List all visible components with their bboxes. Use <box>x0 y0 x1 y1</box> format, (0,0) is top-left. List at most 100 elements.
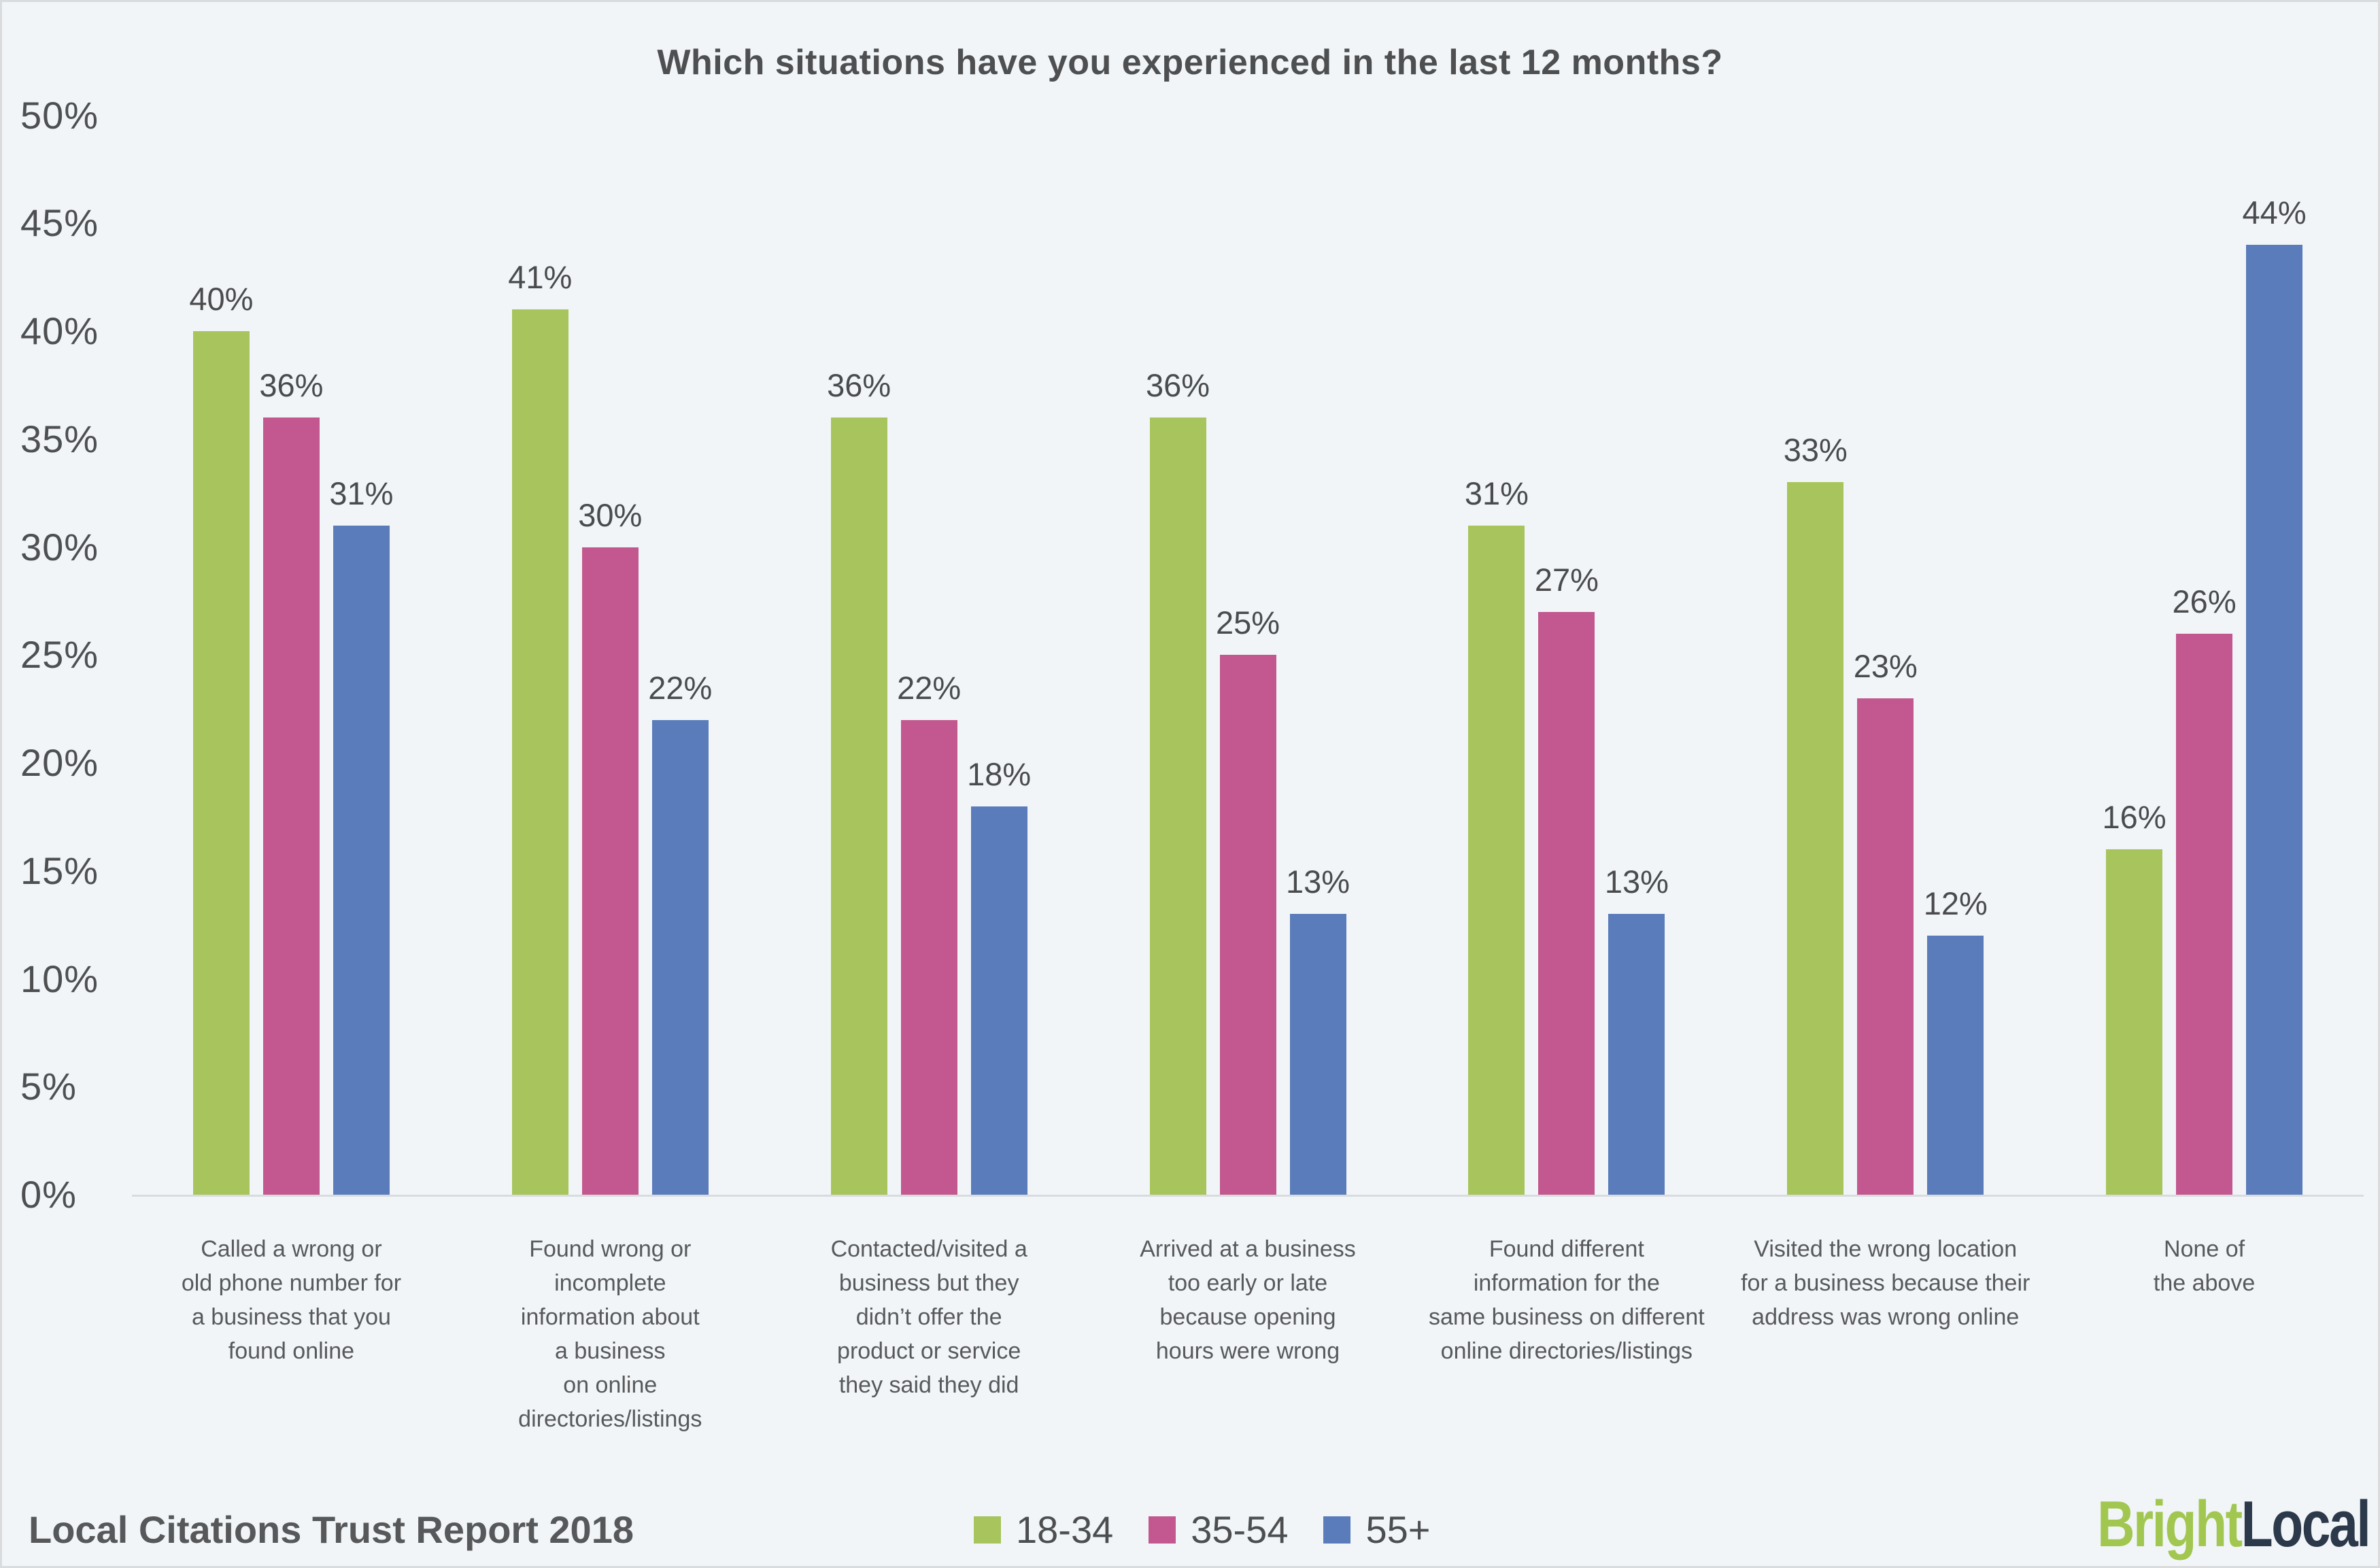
bar-with-label: 40% <box>189 283 253 1195</box>
y-axis-tick: 10% <box>20 957 99 1000</box>
bar-with-label: 27% <box>1535 564 1599 1195</box>
legend-label: 35-54 <box>1191 1508 1289 1551</box>
bar-55+ <box>1927 936 1984 1195</box>
bar-group: 36% 25% 13% <box>1089 0 1408 1195</box>
bar-with-label: 23% <box>1854 650 1918 1195</box>
bar-55+ <box>333 525 390 1195</box>
bar-group: 16% 26% 44% <box>2045 0 2364 1195</box>
bar-group: 40% 36% 31% <box>132 0 451 1195</box>
value-label: 33% <box>1783 432 1848 468</box>
y-axis-tick: 5% <box>20 1065 77 1108</box>
value-label: 27% <box>1534 561 1599 598</box>
value-label: 36% <box>827 367 891 403</box>
value-label: 13% <box>1285 864 1350 900</box>
bar-35-54 <box>581 547 639 1195</box>
bar-with-label: 16% <box>2103 801 2166 1195</box>
bar-18-34 <box>511 309 568 1195</box>
bar-18-34 <box>2106 849 2163 1195</box>
bar-with-label: 13% <box>1605 866 1669 1195</box>
bar-with-label: 26% <box>2173 585 2237 1195</box>
bar-with-label: 12% <box>1924 887 1988 1195</box>
bar-with-label: 22% <box>897 672 961 1195</box>
category-label: Called a wrong or old phone number for a… <box>181 1236 402 1364</box>
value-label: 44% <box>2242 194 2307 231</box>
value-label: 13% <box>1604 864 1669 900</box>
bar-group: 41% 30% 22% <box>451 0 770 1195</box>
bar-55+ <box>2246 245 2303 1195</box>
legend-item: 35-54 <box>1149 1511 1288 1549</box>
legend-label: 55+ <box>1365 1508 1431 1551</box>
bar-with-label: 44% <box>2243 197 2307 1195</box>
bar-with-label: 33% <box>1784 434 1848 1195</box>
y-axis-tick: 40% <box>20 309 99 352</box>
bar-55+ <box>651 719 709 1195</box>
value-label: 40% <box>189 281 254 317</box>
category-label: Found different information for the same… <box>1429 1236 1705 1364</box>
y-axis-tick: 45% <box>20 201 99 245</box>
value-label: 41% <box>508 259 573 296</box>
value-label: 22% <box>648 669 713 706</box>
legend-swatch <box>974 1516 1001 1544</box>
y-axis-tick: 30% <box>20 525 99 568</box>
bar-with-label: 41% <box>508 261 572 1195</box>
value-label: 18% <box>967 755 1032 792</box>
bar-35-54 <box>262 417 320 1195</box>
bar-with-label: 25% <box>1216 607 1280 1195</box>
value-label: 31% <box>1464 475 1529 511</box>
bar-35-54 <box>2176 633 2233 1195</box>
value-label: 36% <box>259 367 324 403</box>
bar-55+ <box>1289 914 1346 1195</box>
value-label: 12% <box>1923 885 1988 921</box>
legend: 18-34 35-54 55+ <box>974 1511 1465 1549</box>
value-label: 31% <box>329 475 394 511</box>
y-axis-tick: 25% <box>20 633 99 677</box>
value-label: 16% <box>2102 799 2166 835</box>
category-label: Contacted/visited a business but they di… <box>830 1236 1027 1398</box>
bar-with-label: 30% <box>578 499 642 1195</box>
legend-item: 18-34 <box>974 1511 1113 1549</box>
bar-18-34 <box>192 331 250 1195</box>
brightlocal-logo: BrightLocal <box>2097 1492 2371 1557</box>
bar-55+ <box>970 806 1027 1195</box>
bar-with-label: 36% <box>827 369 891 1195</box>
chart-title: Which situations have you experienced in… <box>657 43 1723 82</box>
value-label: 25% <box>1215 604 1280 641</box>
value-label: 23% <box>1853 647 1918 684</box>
bar-18-34 <box>830 417 887 1195</box>
bar-55+ <box>1608 914 1665 1195</box>
y-axis-tick: 50% <box>20 93 99 137</box>
y-axis-tick: 20% <box>20 741 99 784</box>
bar-with-label: 18% <box>967 758 1031 1195</box>
legend-swatch <box>1323 1516 1351 1544</box>
value-label: 22% <box>897 669 962 706</box>
bar-group: 36% 22% 18% <box>770 0 1089 1195</box>
bar-with-label: 36% <box>259 369 323 1195</box>
bar-group: 31% 27% 13% <box>1407 0 1726 1195</box>
bar-18-34 <box>1149 417 1206 1195</box>
value-label: 26% <box>2172 583 2237 619</box>
bar-35-54 <box>1857 698 1914 1195</box>
x-axis-line <box>132 1195 2364 1197</box>
legend-item: 55+ <box>1323 1511 1430 1549</box>
bar-18-34 <box>1468 525 1525 1195</box>
bar-group: 33% 23% 12% <box>1726 0 2045 1195</box>
bar-with-label: 13% <box>1286 866 1350 1195</box>
category-label: Visited the wrong location for a busines… <box>1741 1236 2030 1330</box>
y-axis-tick: 35% <box>20 417 99 460</box>
bar-35-54 <box>1538 611 1595 1195</box>
bar-35-54 <box>900 719 957 1195</box>
bar-35-54 <box>1219 655 1276 1195</box>
category-label: Arrived at a business too early or late … <box>1140 1236 1356 1364</box>
category-label: None of the above <box>2153 1236 2256 1296</box>
legend-swatch <box>1149 1516 1176 1544</box>
bar-with-label: 31% <box>1465 477 1529 1195</box>
y-axis-tick: 0% <box>20 1173 77 1216</box>
legend-label: 18-34 <box>1016 1508 1114 1551</box>
y-axis-tick: 15% <box>20 849 99 892</box>
category-label: Found wrong or incomplete information ab… <box>518 1236 702 1432</box>
logo-local-text: Local <box>2241 1488 2370 1561</box>
bar-with-label: 22% <box>648 672 712 1195</box>
value-label: 36% <box>1145 367 1210 403</box>
category-labels: Called a wrong or old phone number for a… <box>132 1197 2364 1436</box>
value-label: 30% <box>578 496 643 533</box>
